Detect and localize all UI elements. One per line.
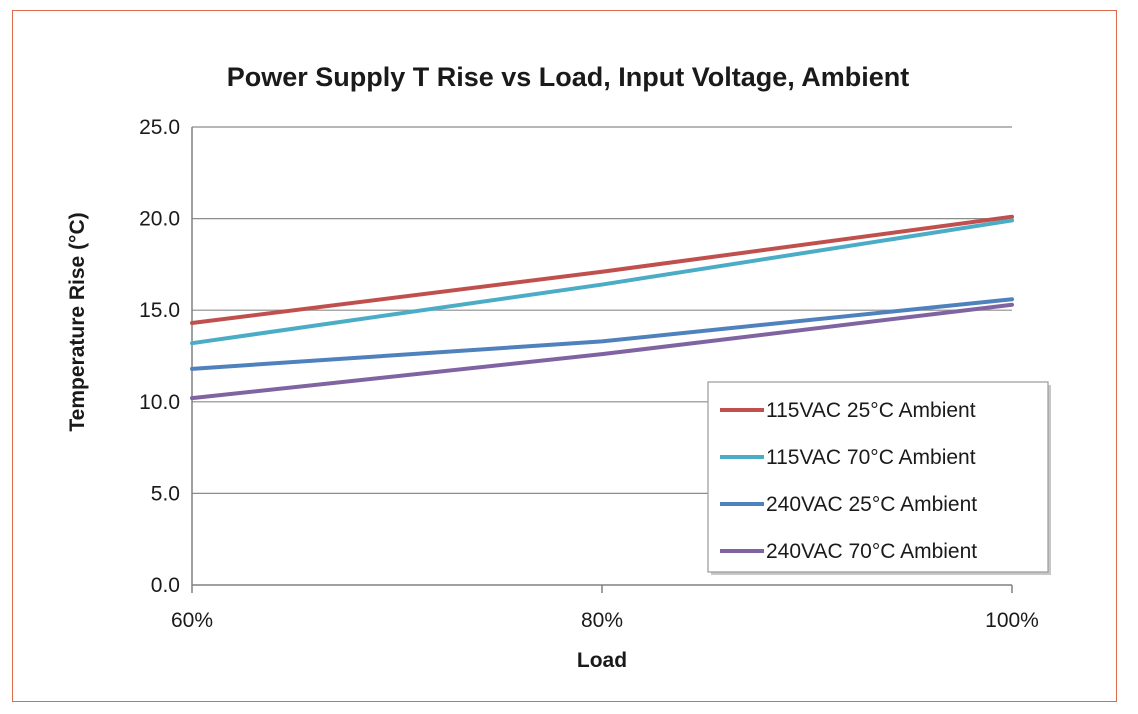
legend: 115VAC 25°C Ambient 115VAC 70°C Ambient 24… <box>707 381 1051 575</box>
y-axis-ticks: 0.0 5.0 10.0 15.0 20.0 25.0 <box>139 116 180 597</box>
y-tick-label: 0.0 <box>151 574 180 597</box>
x-tick-label: 80% <box>581 609 623 632</box>
y-tick-label: 10.0 <box>139 391 180 414</box>
y-tick-label: 25.0 <box>139 116 180 139</box>
series-line-3 <box>190 297 1014 371</box>
y-tick-label: 15.0 <box>139 299 180 322</box>
y-tick-label: 20.0 <box>139 208 180 231</box>
x-axis-label: Load <box>577 649 627 672</box>
series-group <box>190 214 1014 401</box>
x-axis-ticks: 60% 80% 100% <box>171 585 1039 632</box>
y-axis-label: Temperature Rise (°C) <box>66 212 89 431</box>
legend-label: 115VAC 25°C Ambient <box>766 399 976 422</box>
legend-label: 240VAC 25°C Ambient <box>766 493 977 516</box>
x-tick-label: 60% <box>171 609 213 632</box>
chart-title: Power Supply T Rise vs Load, Input Volta… <box>227 62 910 92</box>
chart-frame <box>12 10 1117 702</box>
legend-label: 115VAC 70°C Ambient <box>766 446 976 469</box>
legend-box <box>707 381 1049 573</box>
series-line-2 <box>190 218 1014 346</box>
series-line-4 <box>190 302 1014 401</box>
x-tick-label: 100% <box>985 609 1039 632</box>
y-tick-label: 5.0 <box>151 482 180 505</box>
legend-label: 240VAC 70°C Ambient <box>766 540 977 563</box>
series-line-1 <box>190 214 1014 326</box>
